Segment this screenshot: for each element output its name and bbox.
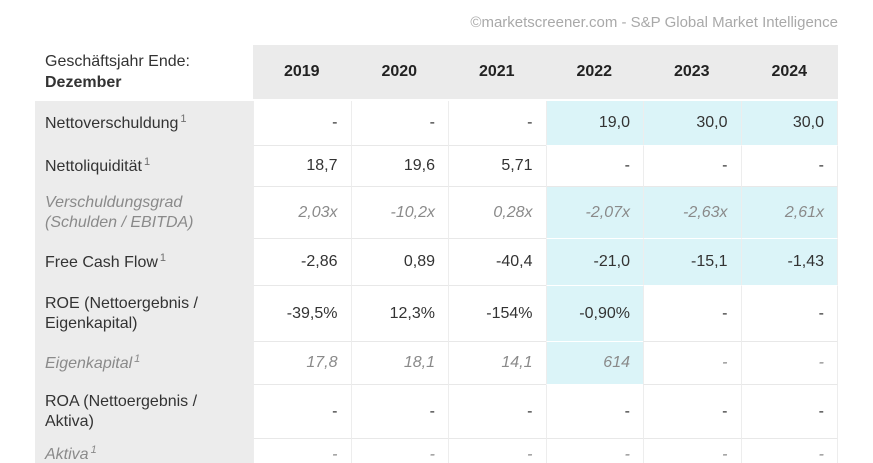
table-cell: 12,3% xyxy=(350,286,448,342)
table-cell: -21,0 xyxy=(545,239,643,286)
table-cell: - xyxy=(350,101,448,146)
fiscal-year-header: Geschäftsjahr Ende: Dezember xyxy=(35,45,253,99)
table-cell: - xyxy=(448,101,546,146)
table-cell: 2,03x xyxy=(253,187,351,239)
table-cell: 2,61x xyxy=(740,187,838,239)
fiscal-year-header-line2: Dezember xyxy=(45,74,122,91)
table-cell: -40,4 xyxy=(448,239,546,286)
table-cell: 14,1 xyxy=(448,342,546,385)
watermark-credit: ©marketscreener.com - S&P Global Market … xyxy=(470,14,838,31)
table-cell: 19,0 xyxy=(545,101,643,146)
table-cell: - xyxy=(643,385,741,439)
table-row: Aktiva 1- - - - - - xyxy=(35,439,838,463)
row-label: Aktiva 1 xyxy=(35,439,253,463)
table-cell: -39,5% xyxy=(253,286,351,342)
table-cell: - xyxy=(740,385,838,439)
table-cell: 18,7 xyxy=(253,146,351,187)
table-cell: - xyxy=(545,439,643,463)
table-cell: - xyxy=(253,385,351,439)
table-cell: - xyxy=(253,101,351,146)
table-cell: 0,28x xyxy=(448,187,546,239)
table-header-row: Geschäftsjahr Ende: Dezember 2019 2020 202… xyxy=(35,45,838,99)
year-column-header: 2021 xyxy=(448,45,546,99)
table-cell: 17,8 xyxy=(253,342,351,385)
year-column-header: 2019 xyxy=(253,45,351,99)
table-cell: 0,89 xyxy=(350,239,448,286)
financials-table: Geschäftsjahr Ende: Dezember 2019 2020 202… xyxy=(35,45,838,463)
table-row: ROA (Nettoergebnis / Aktiva) - - - - - - xyxy=(35,385,838,439)
table-cell: - xyxy=(643,342,741,385)
table-cell: -2,86 xyxy=(253,239,351,286)
table-row: Eigenkapital 1 17,8 18,1 14,1 614- - xyxy=(35,342,838,385)
table-cell: - xyxy=(643,439,741,463)
table-cell: 19,6 xyxy=(350,146,448,187)
year-column-header: 2022 xyxy=(545,45,643,99)
row-label: Verschuldungsgrad (Schulden / EBITDA) xyxy=(35,187,253,239)
table-cell: -154% xyxy=(448,286,546,342)
table-row: Nettoverschuldung 1- - -19,0 30,0 30,0 xyxy=(35,101,838,146)
table-cell: - xyxy=(643,286,741,342)
table-cell: -10,2x xyxy=(350,187,448,239)
table-cell: - xyxy=(253,439,351,463)
table-row: Nettoliquidität 1 18,7 19,6 5,71- - - xyxy=(35,146,838,187)
year-column-header: 2020 xyxy=(350,45,448,99)
row-label: Nettoliquidität 1 xyxy=(35,146,253,187)
table-cell: 18,1 xyxy=(350,342,448,385)
table-cell: 30,0 xyxy=(740,101,838,146)
table-cell: - xyxy=(448,439,546,463)
table-cell: -2,63x xyxy=(643,187,741,239)
table-row: Free Cash Flow 1 -2,86 0,89 -40,4 -21,0 -15,1-… xyxy=(35,239,838,286)
table-cell: -0,90% xyxy=(545,286,643,342)
table-body: Nettoverschuldung 1- - -19,0 30,0 30,0 Nettoli… xyxy=(35,101,838,463)
table-cell: 30,0 xyxy=(643,101,741,146)
row-label: ROE (Nettoergebnis / Eigenkapital) xyxy=(35,286,253,342)
row-label: Nettoverschuldung 1 xyxy=(35,101,253,146)
fiscal-year-header-line1: Geschäftsjahr Ende: xyxy=(45,53,190,70)
table-cell: - xyxy=(350,385,448,439)
row-label: Eigenkapital 1 xyxy=(35,342,253,385)
table-cell: 5,71 xyxy=(448,146,546,187)
row-label: Free Cash Flow 1 xyxy=(35,239,253,286)
table-cell: -1,43 xyxy=(740,239,838,286)
year-column-header: 2024 xyxy=(740,45,838,99)
table-cell: -2,07x xyxy=(545,187,643,239)
row-label: ROA (Nettoergebnis / Aktiva) xyxy=(35,385,253,439)
table-cell: 614 xyxy=(545,342,643,385)
table-cell: - xyxy=(350,439,448,463)
table-cell: - xyxy=(740,342,838,385)
table-cell: - xyxy=(643,146,741,187)
table-row: Verschuldungsgrad (Schulden / EBITDA) 2,0… xyxy=(35,187,838,239)
table-cell: - xyxy=(448,385,546,439)
table-cell: -15,1 xyxy=(643,239,741,286)
table-row: ROE (Nettoergebnis / Eigenkapital) -39,5%… xyxy=(35,286,838,342)
year-column-header: 2023 xyxy=(643,45,741,99)
table-cell: - xyxy=(740,439,838,463)
table-cell: - xyxy=(545,146,643,187)
table-cell: - xyxy=(740,286,838,342)
table-cell: - xyxy=(740,146,838,187)
table-cell: - xyxy=(545,385,643,439)
